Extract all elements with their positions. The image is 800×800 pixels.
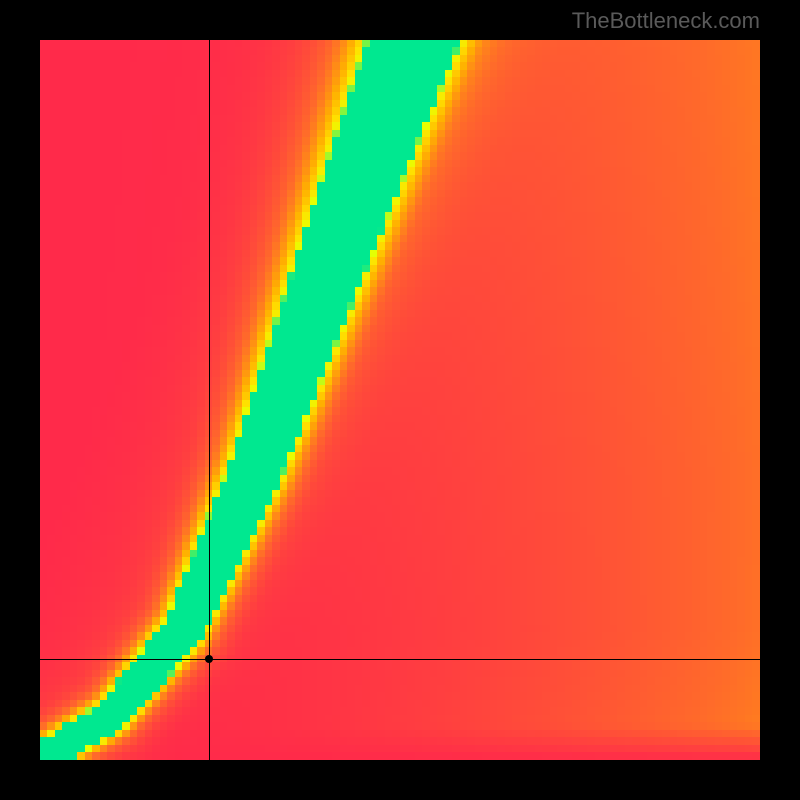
heatmap-plot xyxy=(40,40,760,760)
crosshair-dot xyxy=(205,655,213,663)
crosshair-horizontal xyxy=(40,659,760,660)
crosshair-vertical xyxy=(209,40,210,760)
heatmap-canvas xyxy=(40,40,760,760)
watermark-text: TheBottleneck.com xyxy=(572,8,760,34)
